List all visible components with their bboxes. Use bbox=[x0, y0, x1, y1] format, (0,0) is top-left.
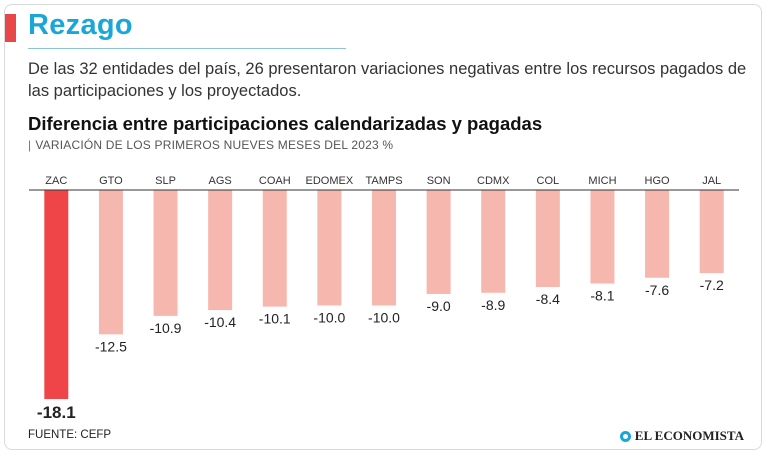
data-label: -10.1 bbox=[259, 311, 291, 327]
x-tick-label: SLP bbox=[155, 175, 176, 187]
data-label: -10.4 bbox=[204, 314, 236, 330]
data-label: -10.0 bbox=[313, 309, 345, 325]
bar bbox=[535, 190, 560, 287]
bar bbox=[372, 190, 396, 306]
bar bbox=[98, 190, 123, 335]
data-label: -7.2 bbox=[700, 277, 724, 293]
x-tick-label: SON bbox=[427, 175, 451, 187]
brand-logo: EL ECONOMISTA bbox=[619, 428, 744, 444]
bar bbox=[208, 190, 233, 311]
title-divider bbox=[28, 48, 346, 49]
x-tick-label: COL bbox=[537, 175, 560, 187]
x-tick-label: TAMPS bbox=[365, 175, 402, 187]
x-tick-label: MICH bbox=[588, 175, 616, 187]
subtitle-divider: | bbox=[28, 138, 32, 152]
bar bbox=[44, 190, 69, 399]
brand-name: EL ECONOMISTA bbox=[634, 428, 744, 443]
title-accent-bar bbox=[5, 14, 16, 42]
data-label: -8.4 bbox=[536, 291, 560, 307]
x-tick-label: GTO bbox=[99, 175, 123, 187]
x-tick-label: AGS bbox=[209, 175, 232, 187]
x-tick-label: HGO bbox=[645, 175, 671, 187]
data-label: -9.0 bbox=[427, 298, 451, 314]
globe-icon bbox=[619, 430, 631, 442]
chart-title: Diferencia entre participaciones calenda… bbox=[28, 113, 543, 134]
bar bbox=[317, 190, 342, 306]
page-description: De las 32 entidades del país, 26 present… bbox=[28, 60, 747, 100]
bar bbox=[426, 190, 451, 294]
bar bbox=[481, 190, 506, 293]
card-frame bbox=[4, 4, 762, 450]
chart-subtitle: VARIACIÓN DE LOS PRIMEROS NUEVES MESES D… bbox=[35, 138, 394, 152]
bar bbox=[645, 190, 670, 278]
data-label: -18.1 bbox=[37, 403, 76, 422]
x-tick-label: ZAC bbox=[45, 175, 67, 187]
page-title: Rezago bbox=[28, 9, 133, 41]
x-tick-label: JAL bbox=[702, 175, 721, 187]
x-tick-label: EDOMEX bbox=[306, 175, 354, 187]
data-label: -12.5 bbox=[95, 338, 127, 354]
chart-subtitle-wrap: | VARIACIÓN DE LOS PRIMEROS NUEVES MESES … bbox=[28, 138, 393, 152]
bar bbox=[699, 190, 724, 274]
bar bbox=[262, 190, 287, 307]
x-tick-label: CDMX bbox=[477, 175, 510, 187]
data-label: -8.9 bbox=[481, 297, 505, 313]
x-tick-label: COAH bbox=[259, 175, 291, 187]
data-label: -10.0 bbox=[368, 309, 400, 325]
bar bbox=[153, 190, 178, 316]
data-label: -8.1 bbox=[590, 288, 614, 304]
bar bbox=[590, 190, 615, 284]
source-note: FUENTE: CEFP bbox=[28, 429, 112, 441]
data-label: -7.6 bbox=[645, 282, 669, 298]
data-label: -10.9 bbox=[150, 320, 182, 336]
